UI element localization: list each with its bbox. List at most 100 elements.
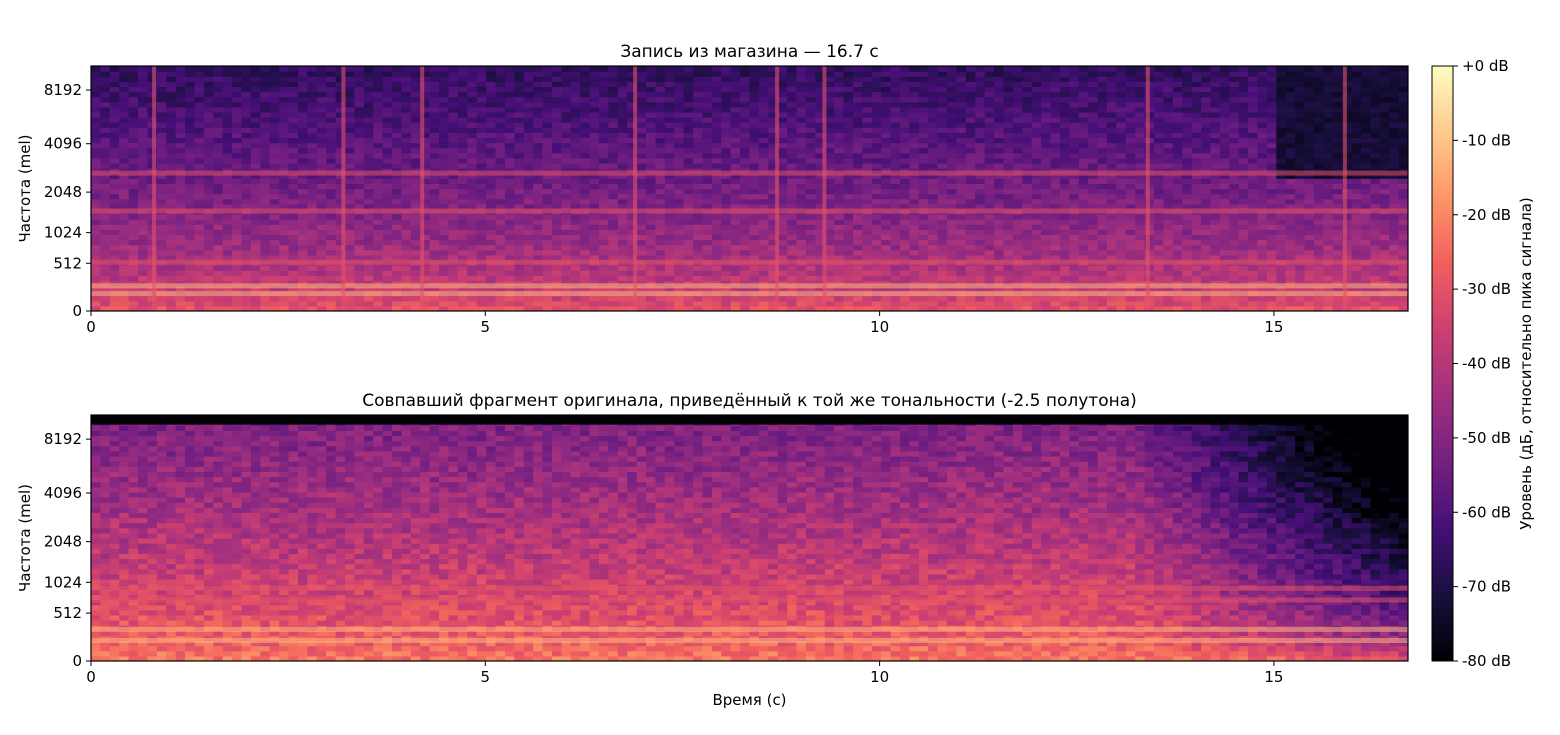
heatmap-cell xyxy=(100,71,111,77)
heatmap-cell xyxy=(429,280,440,287)
heatmap-cell xyxy=(476,305,487,311)
heatmap-cell xyxy=(787,275,798,281)
heatmap-cell xyxy=(1012,193,1023,200)
heatmap-cell xyxy=(307,111,318,118)
heatmap-cell xyxy=(975,152,986,159)
heatmap-cell xyxy=(937,188,948,195)
heatmap-cell xyxy=(824,178,835,184)
heatmap-cell xyxy=(420,219,431,225)
heatmap-cell xyxy=(1031,270,1042,276)
heatmap-cell xyxy=(1041,295,1052,302)
heatmap-cell xyxy=(702,71,713,77)
heatmap-cell xyxy=(730,137,741,144)
heatmap-cell xyxy=(683,147,694,154)
heatmap-cell xyxy=(824,285,835,292)
heatmap-cell xyxy=(881,111,892,118)
heatmap-cell xyxy=(100,157,111,164)
heatmap-cell xyxy=(241,157,252,164)
heatmap-cell xyxy=(250,137,261,144)
heatmap-cell xyxy=(213,244,224,251)
heatmap-cell xyxy=(740,244,751,251)
heatmap-cell xyxy=(354,214,365,220)
heatmap-cell xyxy=(965,122,976,128)
heatmap-cell xyxy=(646,285,657,292)
heatmap-cell xyxy=(664,71,675,77)
heatmap-cell xyxy=(805,76,816,82)
heatmap-cell xyxy=(185,300,196,307)
heatmap-cell xyxy=(1003,275,1014,281)
heatmap-cell xyxy=(250,183,261,190)
heatmap-cell xyxy=(297,270,308,276)
heatmap-cell xyxy=(805,193,816,200)
heatmap-cell xyxy=(222,101,233,108)
heatmap-cell xyxy=(467,127,478,133)
heatmap-cell xyxy=(514,295,525,302)
heatmap-cell xyxy=(749,183,760,190)
heatmap-cell xyxy=(975,214,986,220)
heatmap-cell xyxy=(580,86,591,93)
heatmap-cell xyxy=(693,224,704,230)
heatmap-cell xyxy=(326,111,337,118)
heatmap-cell xyxy=(354,132,365,139)
heatmap-cell xyxy=(1022,188,1033,195)
heatmap-cell xyxy=(580,162,591,169)
heatmap-cell xyxy=(674,132,685,139)
heatmap-cell xyxy=(91,254,102,261)
heatmap-cell xyxy=(91,265,102,271)
heatmap-cell xyxy=(664,111,675,118)
heatmap-cell xyxy=(1012,295,1023,302)
heatmap-cell xyxy=(429,254,440,261)
heatmap-cell xyxy=(429,76,440,82)
heatmap-cell xyxy=(805,137,816,144)
heatmap-cell xyxy=(429,101,440,108)
heatmap-cell xyxy=(185,270,196,276)
heatmap-cell xyxy=(994,305,1005,311)
heatmap-cell xyxy=(965,173,976,179)
heatmap-cell xyxy=(523,132,534,139)
heatmap-cell xyxy=(504,300,515,307)
heatmap-cell xyxy=(354,117,365,123)
heatmap-cell xyxy=(1012,275,1023,281)
heatmap-cell xyxy=(928,280,939,287)
heatmap-cell xyxy=(551,234,562,241)
heatmap-cell xyxy=(241,162,252,169)
heatmap-cell xyxy=(589,86,600,93)
heatmap-cell xyxy=(504,91,515,98)
heatmap-cell xyxy=(909,127,920,133)
heatmap-cell xyxy=(900,142,911,149)
heatmap-cell xyxy=(91,305,102,311)
heatmap-cell xyxy=(900,132,911,139)
heatmap-cell xyxy=(561,285,572,292)
heatmap-cell xyxy=(598,81,609,88)
heatmap-cell xyxy=(297,188,308,195)
heatmap-cell xyxy=(1041,91,1052,98)
heatmap-cell xyxy=(617,127,628,133)
heatmap-cell xyxy=(175,285,186,292)
heatmap-cell xyxy=(175,229,186,236)
heatmap-cell xyxy=(109,157,120,164)
heatmap-cell xyxy=(194,142,205,149)
heatmap-cell xyxy=(627,111,638,118)
heatmap-cell xyxy=(250,249,261,256)
heatmap-cell xyxy=(900,66,911,72)
heatmap-cell xyxy=(852,137,863,144)
heatmap-cell xyxy=(194,254,205,261)
heatmap-cell xyxy=(947,178,958,184)
heatmap-cell xyxy=(232,122,243,128)
heatmap-cell xyxy=(119,122,130,128)
heatmap-cell xyxy=(617,285,628,292)
heatmap-cell xyxy=(740,249,751,256)
heatmap-cell xyxy=(119,147,130,154)
heatmap-cell xyxy=(1031,137,1042,144)
heatmap-cell xyxy=(1059,254,1070,261)
heatmap-cell xyxy=(721,137,732,144)
heatmap-cell xyxy=(542,275,553,281)
heatmap-cell xyxy=(1059,198,1070,205)
heatmap-cell xyxy=(796,127,807,133)
heatmap-cell xyxy=(100,280,111,287)
heatmap-cell xyxy=(655,193,666,200)
heatmap-cell xyxy=(1012,270,1023,276)
heatmap-cell xyxy=(551,71,562,77)
heatmap-cell xyxy=(777,81,788,88)
heatmap-cell xyxy=(382,178,393,184)
